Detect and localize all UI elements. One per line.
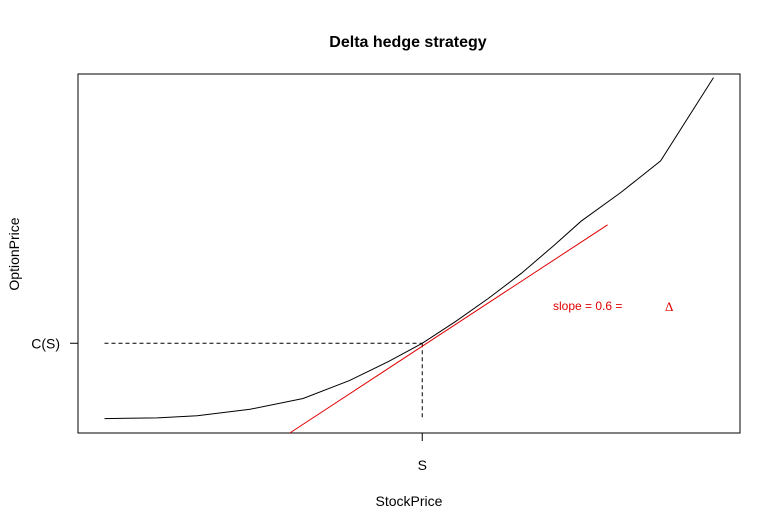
y-tick-group: C(S) [31,335,78,351]
chart-title: Delta hedge strategy [329,34,486,51]
x-tick-group: S [418,433,427,473]
plot-group [104,77,714,434]
plot-area [77,73,741,434]
tangent-line [289,224,608,434]
x-tick-label: S [418,457,427,473]
slope-annotation: slope = 0.6 = [553,299,622,313]
delta-symbol: Δ [665,299,673,314]
y-axis-label: OptionPrice [6,217,22,290]
y-tick-label: C(S) [31,335,60,351]
option-price-curve [104,77,714,420]
x-axis-label: StockPrice [376,493,443,509]
